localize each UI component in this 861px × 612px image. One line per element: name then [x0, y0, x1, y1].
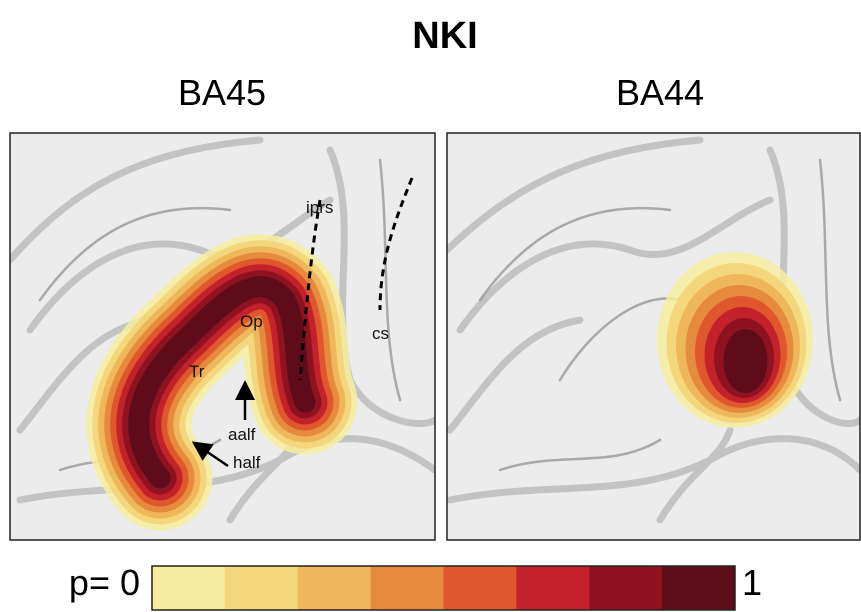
- colorbar-swatch: [297, 566, 372, 610]
- colorbar-min-label: p= 0: [69, 562, 140, 603]
- annotation: Tr: [189, 362, 205, 381]
- title: NKI: [412, 15, 477, 57]
- colorbar: [152, 566, 736, 610]
- colorbar-swatch: [370, 566, 444, 610]
- colorbar-swatch: [152, 566, 226, 610]
- heat-level: [128, 276, 316, 489]
- brain-right: [447, 133, 860, 540]
- panel-label: BA44: [616, 72, 704, 113]
- colorbar-swatch: [516, 566, 590, 610]
- colorbar-swatch: [589, 566, 663, 610]
- heat-map: [86, 234, 358, 531]
- colorbar-swatch: [662, 566, 736, 610]
- colorbar-swatch: [443, 566, 517, 610]
- heat-map: [657, 252, 813, 428]
- panel-label: BA45: [178, 72, 266, 113]
- annotation: aalf: [228, 425, 256, 444]
- annotation: cs: [372, 324, 389, 343]
- annotation: iprs: [306, 198, 333, 217]
- colorbar-max-label: 1: [742, 562, 762, 603]
- colorbar-swatch: [224, 566, 299, 610]
- heat-level: [723, 329, 768, 393]
- annotation: half: [233, 453, 261, 472]
- annotation: Op: [240, 312, 263, 331]
- brain-left: iprs cs Op Tr aalf half: [10, 133, 435, 540]
